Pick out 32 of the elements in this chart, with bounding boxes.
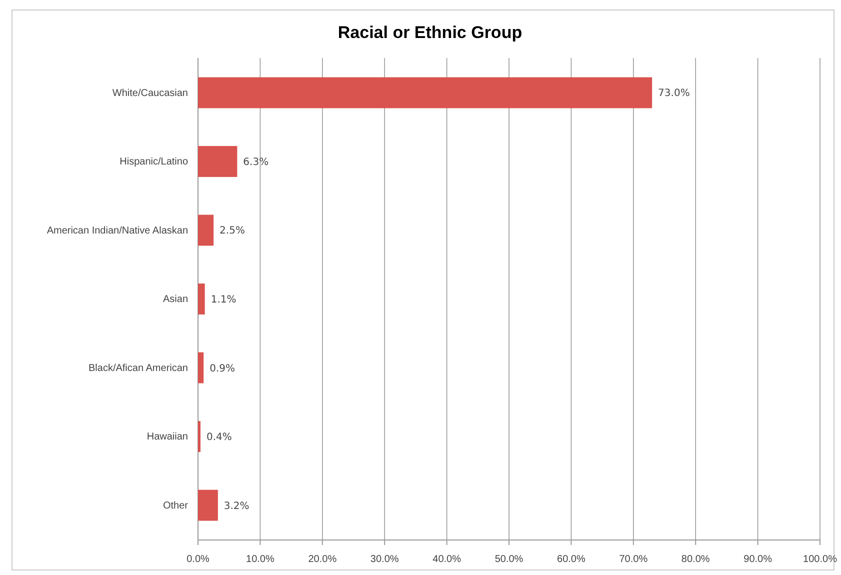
data-label: 73.0% bbox=[658, 88, 690, 100]
y-tick-label: American Indian/Native Alaskan bbox=[46, 225, 188, 236]
x-tick-label: 20.0% bbox=[308, 554, 337, 565]
x-tick-label: 50.0% bbox=[494, 554, 524, 565]
x-tick-label: 30.0% bbox=[370, 554, 399, 565]
bar bbox=[198, 77, 652, 108]
y-tick-label: Hawaiian bbox=[146, 432, 188, 443]
bar bbox=[198, 284, 205, 314]
data-label: 6.3% bbox=[243, 156, 269, 168]
x-tick-label: 10.0% bbox=[246, 554, 274, 565]
bar bbox=[198, 352, 204, 384]
x-tick-label: 70.0% bbox=[619, 554, 648, 565]
data-label: 0.9% bbox=[210, 363, 236, 374]
y-tick-label: Other bbox=[162, 500, 189, 512]
bar bbox=[198, 146, 238, 177]
chart-title: Racial or Ethnic Group bbox=[338, 23, 522, 42]
x-tick-label: 40.0% bbox=[432, 554, 462, 565]
x-tick-label: 60.0% bbox=[557, 554, 586, 565]
data-label: 0.4% bbox=[206, 432, 232, 444]
data-label: 3.2% bbox=[224, 500, 250, 512]
bar bbox=[198, 490, 218, 521]
y-tick-label: Asian bbox=[162, 294, 188, 306]
data-label: 2.5% bbox=[220, 226, 245, 237]
y-tick-label: Hispanic/Latino bbox=[120, 156, 188, 168]
bar bbox=[198, 214, 214, 246]
y-tick-label: Black/Afican American bbox=[88, 362, 188, 374]
data-label: 1.1% bbox=[210, 294, 236, 306]
x-tick-label: 100.0% bbox=[803, 554, 838, 565]
y-tick-label: White/Caucasian bbox=[112, 88, 188, 99]
x-tick-label: 90.0% bbox=[744, 554, 772, 565]
x-tick-label: 80.0% bbox=[681, 554, 710, 565]
x-tick-label: 0.0% bbox=[186, 554, 210, 565]
